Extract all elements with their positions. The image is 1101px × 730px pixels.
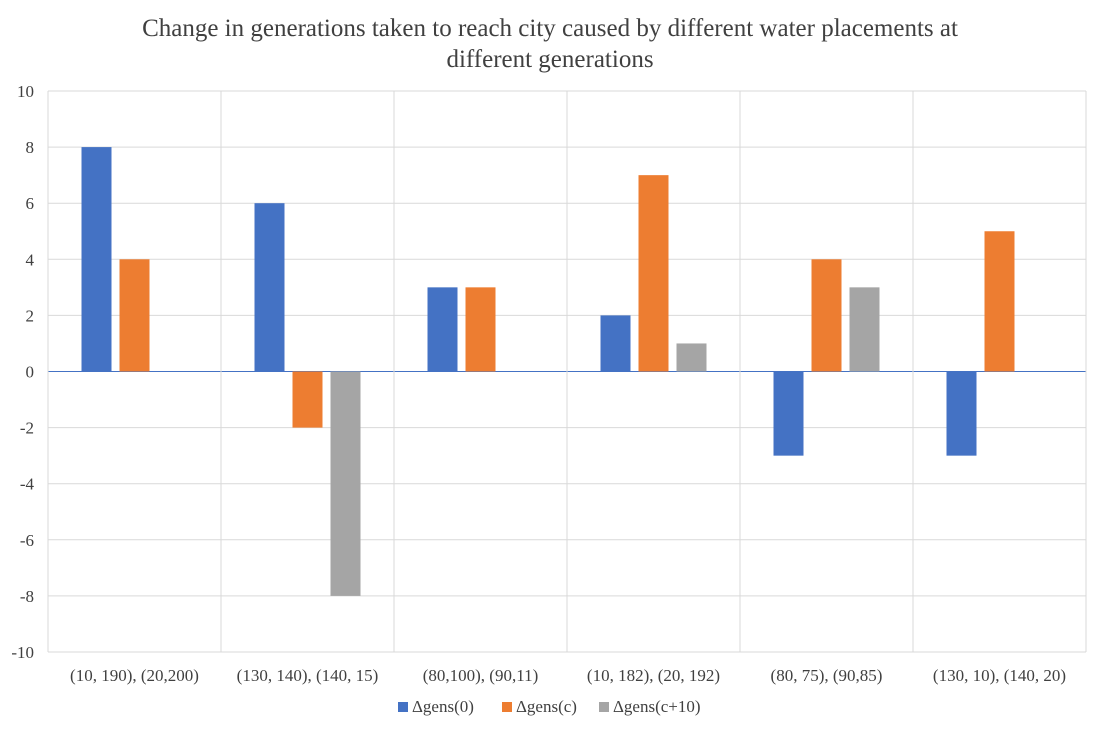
bar-series-2-category-2: [292, 371, 323, 428]
y-tick-label: -10: [11, 643, 34, 662]
y-tick-label: -6: [20, 531, 34, 550]
y-tick-label: 0: [26, 363, 35, 382]
legend-swatch: [398, 702, 408, 712]
bar-series-3-category-2: [330, 371, 361, 596]
y-tick-label: 10: [17, 82, 34, 101]
bar-series-2-category-3: [465, 287, 496, 372]
x-category-label: (80,100), (90,11): [423, 666, 539, 685]
bar-series-3-category-4: [676, 343, 707, 372]
bar-series-2-category-5: [811, 259, 842, 372]
y-tick-label: 6: [26, 194, 35, 213]
x-category-label: (130, 10), (140, 20): [933, 666, 1066, 685]
y-tick-label: -4: [20, 475, 35, 494]
bar-series-2-category-4: [638, 175, 669, 372]
chart-title-line-1: Change in generations taken to reach cit…: [142, 15, 958, 42]
x-category-label: (80, 75), (90,85): [771, 666, 883, 685]
legend-swatch: [599, 702, 609, 712]
legend-label: Δgens(c): [516, 697, 577, 716]
y-tick-label: -8: [20, 587, 34, 606]
chart-title-line-2: different generations: [446, 46, 653, 73]
y-tick-label: 8: [26, 138, 35, 157]
y-tick-label: -2: [20, 419, 34, 438]
bar-series-3-category-5: [849, 287, 880, 372]
y-tick-label: 4: [26, 250, 35, 269]
bar-series-1-category-6: [946, 371, 977, 456]
grid-lines: [47, 90, 1087, 653]
y-axis-tick-labels: -10 -8 -6 -4 -2 0 2 4 6 8 10: [11, 82, 34, 662]
x-axis-category-labels: (10, 190), (20,200) (130, 140), (140, 15)…: [70, 666, 1066, 685]
bar-series: [81, 147, 1015, 596]
bar-series-1-category-5: [773, 371, 804, 456]
y-tick-label: 2: [26, 306, 35, 325]
legend-swatch: [502, 702, 512, 712]
legend-label: Δgens(0): [412, 697, 474, 716]
bar-series-1-category-1: [81, 147, 112, 372]
bar-series-1-category-3: [427, 287, 458, 372]
legend-label: Δgens(c+10): [613, 697, 701, 716]
bar-series-2-category-1: [119, 259, 150, 372]
bar-series-1-category-4: [600, 315, 631, 372]
legend: Δgens(0) Δgens(c) Δgens(c+10): [398, 697, 701, 716]
x-category-label: (10, 182), (20, 192): [587, 666, 720, 685]
bar-series-1-category-2: [254, 203, 285, 372]
x-category-label: (10, 190), (20,200): [70, 666, 199, 685]
bar-series-2-category-6: [984, 231, 1015, 372]
x-category-label: (130, 140), (140, 15): [237, 666, 379, 685]
